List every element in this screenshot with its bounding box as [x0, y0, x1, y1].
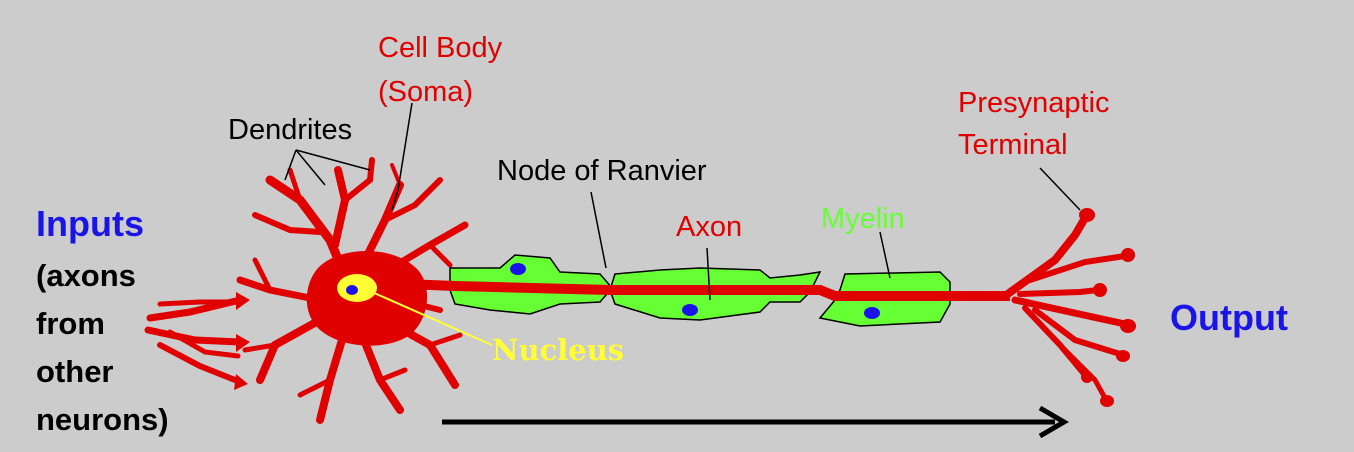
output-title: Output — [1170, 297, 1288, 338]
cell-body-label: Cell Body — [378, 32, 503, 64]
inputs-description: (axons from other neurons) — [36, 252, 169, 444]
nucleus-label: Nucleus — [492, 333, 625, 367]
schwann-nucleus-2 — [682, 304, 698, 316]
schwann-nucleus-1 — [510, 263, 526, 275]
presynaptic-terminal-bulbs — [1079, 208, 1136, 407]
axon-label: Axon — [676, 211, 743, 243]
nucleolus — [346, 285, 358, 295]
schwann-nucleus-3 — [864, 307, 880, 319]
nucleus-leader-line — [371, 291, 493, 346]
input-axon-terminals — [144, 296, 244, 385]
node-of-ranvier-label: Node of Ranvier — [497, 155, 707, 187]
inputs-line: other — [36, 354, 114, 389]
dendrites — [236, 157, 469, 424]
inputs-title: Inputs — [36, 203, 144, 244]
leader-lines — [284, 102, 1081, 301]
signal-direction-arrowhead — [1038, 405, 1069, 439]
myelin-label: Myelin — [821, 203, 905, 235]
input-terminal-bulbs — [234, 292, 250, 390]
inputs-line: neurons) — [36, 402, 169, 437]
terminal-label: Terminal — [958, 129, 1068, 161]
inputs-line: (axons — [36, 258, 136, 293]
presynaptic-terminal-branches — [1001, 214, 1129, 401]
dendrites-label: Dendrites — [228, 114, 353, 146]
axon-core — [404, 279, 1010, 301]
presynaptic-label: Presynaptic — [958, 87, 1110, 119]
soma-label: (Soma) — [378, 76, 474, 108]
inputs-line: from — [36, 306, 105, 341]
